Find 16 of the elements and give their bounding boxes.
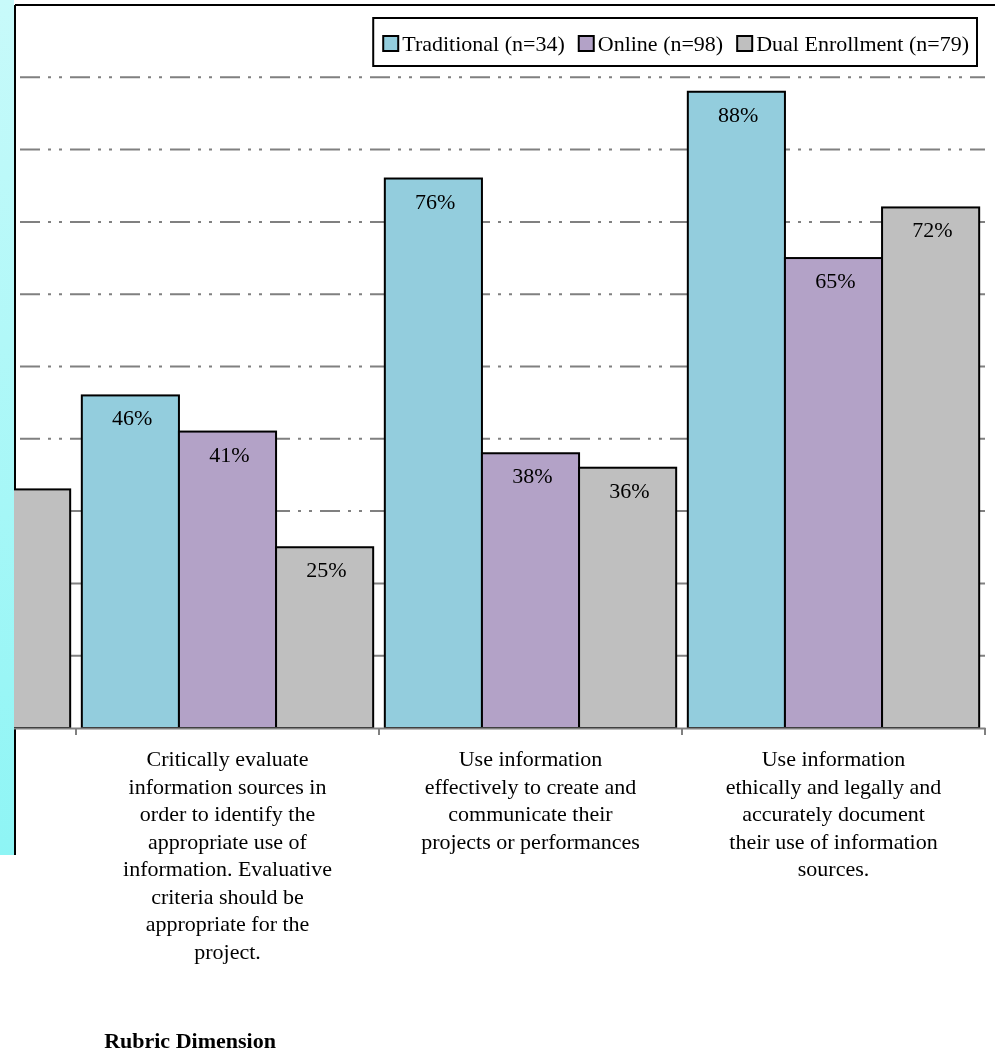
legend-label: Dual Enrollment (n=79)	[756, 31, 969, 56]
data-label: 72%	[912, 217, 953, 243]
data-label: 88%	[718, 101, 759, 127]
x-tick-label: Use information effectively to create and communicate their projects or performances	[421, 746, 640, 854]
data-label: 25%	[306, 557, 347, 583]
data-label: 38%	[512, 463, 553, 489]
data-label: 46%	[112, 405, 153, 431]
data-label: 36%	[609, 477, 650, 503]
data-label: 41%	[209, 441, 250, 467]
x-axis-title: Rubric Dimension	[104, 1028, 276, 1053]
x-tick-label: Use information ethically and legally and accurately document their use of information sources.	[725, 746, 942, 881]
data-label: 65%	[815, 268, 856, 294]
legend-label: Online (n=98)	[597, 31, 724, 56]
legend-label: Traditional (n=34)	[402, 31, 565, 56]
data-label: 76%	[415, 188, 456, 214]
x-tick-label: Critically evaluate information sources in order to identify the appropriate use of information. Evaluative criteria should be appropriate for the project.	[123, 746, 332, 964]
